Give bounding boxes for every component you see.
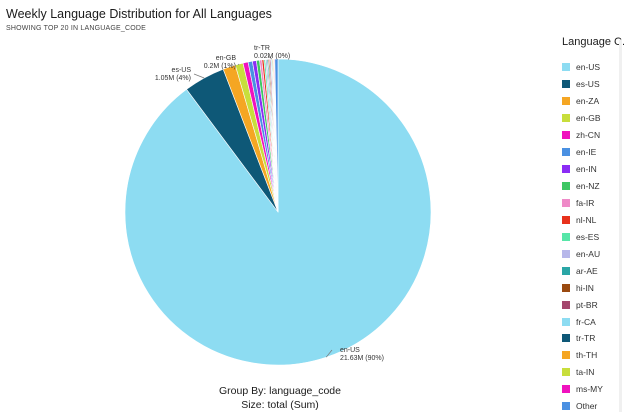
legend-item-es-us[interactable]: es-US (560, 76, 624, 93)
legend-label: nl-NL (576, 214, 597, 225)
legend-label: Other (576, 401, 598, 412)
legend-swatch (562, 165, 570, 174)
legend-swatch (562, 97, 570, 106)
legend-label: ms-MY (576, 384, 603, 395)
legend-label: fa-IR (576, 197, 595, 208)
callout-label-es-us: es-US (172, 67, 192, 74)
legend-item-ta-in[interactable]: ta-IN (560, 364, 624, 381)
legend-swatch (562, 182, 570, 191)
legend-swatch (562, 215, 570, 224)
callout-label-en-us: en-US (340, 347, 360, 354)
legend-swatch (562, 63, 570, 72)
legend-item-other[interactable]: Other (560, 398, 624, 415)
legend-swatch (562, 402, 570, 411)
legend-item-en-za[interactable]: en-ZA (560, 93, 624, 110)
legend-swatch (562, 317, 570, 326)
legend-swatch (562, 80, 570, 89)
legend-swatch (562, 249, 570, 258)
callout-leader-en-gb (237, 63, 240, 66)
callout-value-tr-tr: 0.02M (0%) (254, 53, 290, 60)
legend-item-en-au[interactable]: en-AU (560, 245, 624, 262)
legend-item-ms-my[interactable]: ms-MY (560, 381, 624, 398)
legend-label: en-GB (576, 113, 601, 124)
legend-label: ta-IN (576, 367, 595, 378)
callout-leader-en-us (325, 349, 333, 358)
callout-leader-es-us (193, 73, 205, 79)
callout-leader-tr-tr (267, 55, 273, 60)
legend-label: en-IN (576, 164, 597, 175)
legend-label: en-AU (576, 248, 601, 259)
legend-item-en-nz[interactable]: en-NZ (560, 178, 624, 195)
legend-item-en-ie[interactable]: en-IE (560, 144, 624, 161)
legend-label: pt-BR (576, 299, 598, 310)
legend-swatch (562, 334, 570, 343)
legend-item-ar-ae[interactable]: ar-AE (560, 262, 624, 279)
size-caption: Size: total (Sum) (241, 399, 319, 411)
legend-swatch (562, 232, 570, 241)
legend-item-en-gb[interactable]: en-GB (560, 110, 624, 127)
legend-label: en-US (576, 62, 601, 73)
legend-swatch (562, 300, 570, 309)
legend-item-tr-tr[interactable]: tr-TR (560, 330, 624, 347)
legend-item-fr-ca[interactable]: fr-CA (560, 313, 624, 330)
callout-label-en-gb: en-GB (216, 55, 237, 62)
callout-value-en-gb: 0.2M (1%) (204, 63, 236, 70)
legend-item-en-in[interactable]: en-IN (560, 161, 624, 178)
legend-item-es-es[interactable]: es-ES (560, 228, 624, 245)
legend-swatch (562, 114, 570, 123)
callout-value-en-us: 21.63M (90%) (340, 355, 384, 362)
legend-label: en-ZA (576, 96, 600, 107)
callout-label-tr-tr: tr-TR (254, 45, 270, 52)
legend-swatch (562, 131, 570, 140)
legend-swatch (562, 368, 570, 377)
legend-label: zh-CN (576, 130, 601, 141)
legend-swatch (562, 148, 570, 157)
legend-item-hi-in[interactable]: hi-IN (560, 279, 624, 296)
group-by-caption: Group By: language_code (218, 385, 341, 397)
legend-swatch (562, 351, 570, 360)
legend-label: ar-AE (576, 265, 598, 276)
legend-item-th-th[interactable]: th-TH (560, 347, 624, 364)
legend-item-pt-br[interactable]: pt-BR (560, 296, 624, 313)
chart-title: Weekly Language Distribution for All Lan… (6, 7, 272, 21)
callout-value-es-us: 1.05M (4%) (155, 75, 191, 82)
legend-swatch (562, 385, 570, 394)
legend-label: es-ES (576, 231, 600, 242)
legend-swatch (562, 198, 570, 207)
legend-swatch (562, 283, 570, 292)
legend-label: tr-TR (576, 333, 596, 344)
legend-item-zh-cn[interactable]: zh-CN (560, 127, 624, 144)
legend-label: th-TH (576, 350, 598, 361)
legend-label: en-NZ (576, 181, 600, 192)
legend-label: en-IE (576, 147, 597, 158)
pie-slice-other[interactable] (274, 58, 279, 213)
legend-item-en-us[interactable]: en-US (560, 59, 624, 76)
legend-label: fr-CA (576, 316, 596, 327)
legend-label: hi-IN (576, 282, 594, 293)
legend-label: es-US (576, 79, 600, 90)
legend-swatch (562, 266, 570, 275)
legend-item-fa-ir[interactable]: fa-IR (560, 195, 624, 212)
legend-scrollbar[interactable] (619, 40, 622, 412)
legend-item-nl-nl[interactable]: nl-NL (560, 211, 624, 228)
legend-title[interactable]: Language C... (562, 36, 624, 48)
legend: Language C... en-US es-US en-ZA en-GB zh-CN e… (560, 36, 624, 417)
chart-subtitle: SHOWING TOP 20 IN LANGUAGE_CODE (6, 25, 147, 32)
